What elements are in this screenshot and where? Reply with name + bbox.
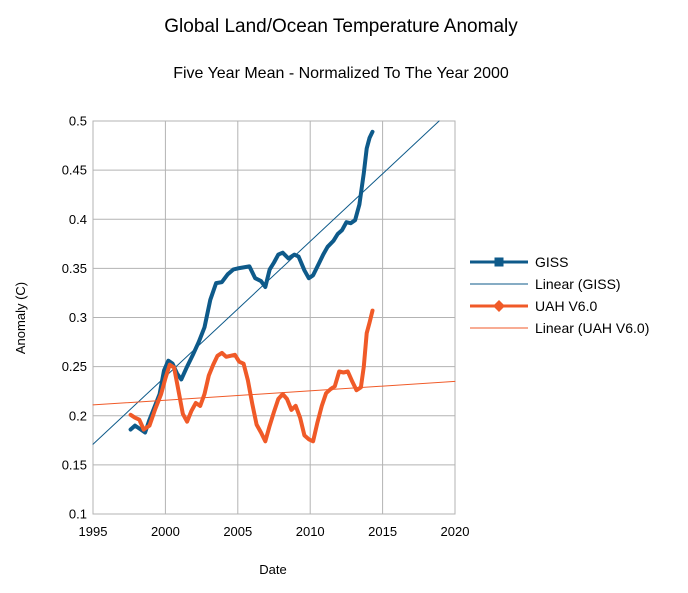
tick-labels: 0.1 0.15 0.2 0.25 0.3 0.35 0.4 0.45 0.5 1995 2000 2… (62, 114, 470, 540)
x-tick-label: 2000 (151, 524, 180, 539)
legend-entry: Linear (GISS) (535, 276, 621, 292)
x-tick-label: 2020 (441, 524, 470, 539)
series-line-2 (128, 308, 375, 444)
y-tick-label: 0.35 (62, 261, 87, 276)
chart-title: Global Land/Ocean Temperature Anomaly (164, 16, 518, 37)
y-tick-label: 0.2 (69, 408, 87, 423)
x-tick-label: 2010 (296, 524, 325, 539)
y-tick-label: 0.5 (69, 114, 87, 129)
y-tick-label: 0.15 (62, 457, 87, 472)
series-line-0 (128, 129, 375, 435)
y-tick-label: 0.25 (62, 359, 87, 374)
series-layer (92, 120, 456, 445)
legend-entry: GISS (535, 254, 568, 270)
y-axis-label: Anomaly (C) (13, 282, 28, 354)
chart-subtitle: Five Year Mean - Normalized To The Year … (173, 65, 509, 82)
y-tick-label: 0.45 (62, 163, 87, 178)
legend-entry: Linear (UAH V6.0) (535, 320, 649, 336)
series-line-3 (92, 380, 456, 406)
grid (92, 120, 456, 515)
y-tick-label: 0.4 (69, 212, 87, 227)
y-tick-label: 0.1 (69, 507, 87, 522)
x-tick-label: 2005 (223, 524, 252, 539)
legend: GISS Linear (GISS) UAH V6.0 Linear (UAH V6.… (470, 254, 649, 336)
y-tick-label: 0.3 (69, 310, 87, 325)
legend-marker-diamond (493, 300, 505, 312)
legend-marker-square (494, 257, 504, 267)
x-axis-label: Date (259, 562, 286, 577)
x-tick-label: 2015 (368, 524, 397, 539)
legend-entry: UAH V6.0 (535, 298, 597, 314)
series-line-1 (92, 120, 440, 445)
x-tick-label: 1995 (79, 524, 108, 539)
